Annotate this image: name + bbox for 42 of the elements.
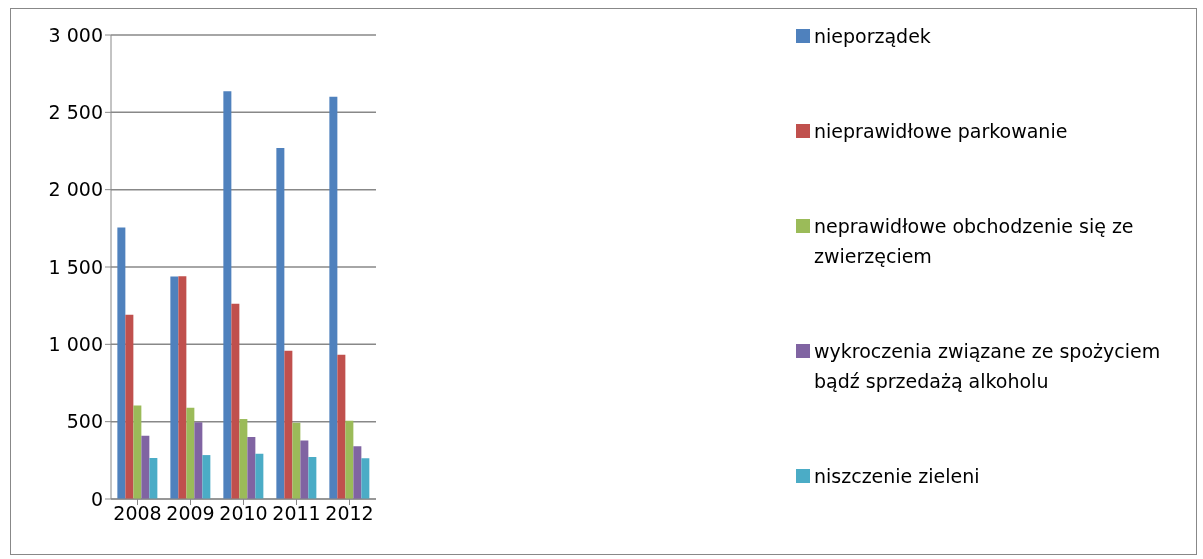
bar [133,405,142,499]
bar [223,91,232,499]
legend-label: niszczenie zieleni [814,464,980,489]
y-tick-label: 2 000 [48,178,103,201]
bar [141,435,150,499]
x-tick-label: 2009 [166,502,215,525]
bar [125,314,134,499]
bar [178,276,187,499]
bar [284,350,293,499]
legend-label: wykroczenia związane ze spożyciem bądź sprzedażą alkoholu [814,339,1162,394]
y-tick-label: 1 500 [48,255,103,278]
legend-label: nieprawidłowe parkowanie [814,119,1068,144]
bar [337,354,346,499]
bar [361,458,370,499]
bar [239,419,248,499]
bar [194,422,203,499]
bar [247,436,256,499]
legend-label: nieporządek [814,24,931,49]
bar [276,148,285,499]
bar [202,455,211,499]
bar [186,407,195,499]
y-tick-label: 2 500 [48,101,103,124]
bar [300,440,309,499]
y-tick-label: 3 000 [48,23,103,46]
bar [170,276,179,499]
y-tick-label: 500 [66,410,103,433]
bar [345,420,354,499]
bar [117,227,126,499]
x-tick-label: 2011 [272,502,321,525]
bar [231,303,240,499]
bar [292,422,301,499]
y-tick-label: 0 [90,487,103,510]
bar [255,453,264,499]
x-tick-label: 2010 [219,502,268,525]
bar [329,96,338,499]
bar [308,457,317,499]
y-tick-label: 1 000 [48,333,103,356]
x-tick-label: 2008 [113,502,162,525]
legend-label: neprawidłowe obchodzenie się ze zwierzęciem [814,214,1135,269]
bar [353,446,362,499]
x-tick-label: 2012 [325,502,374,525]
bar [149,458,158,499]
